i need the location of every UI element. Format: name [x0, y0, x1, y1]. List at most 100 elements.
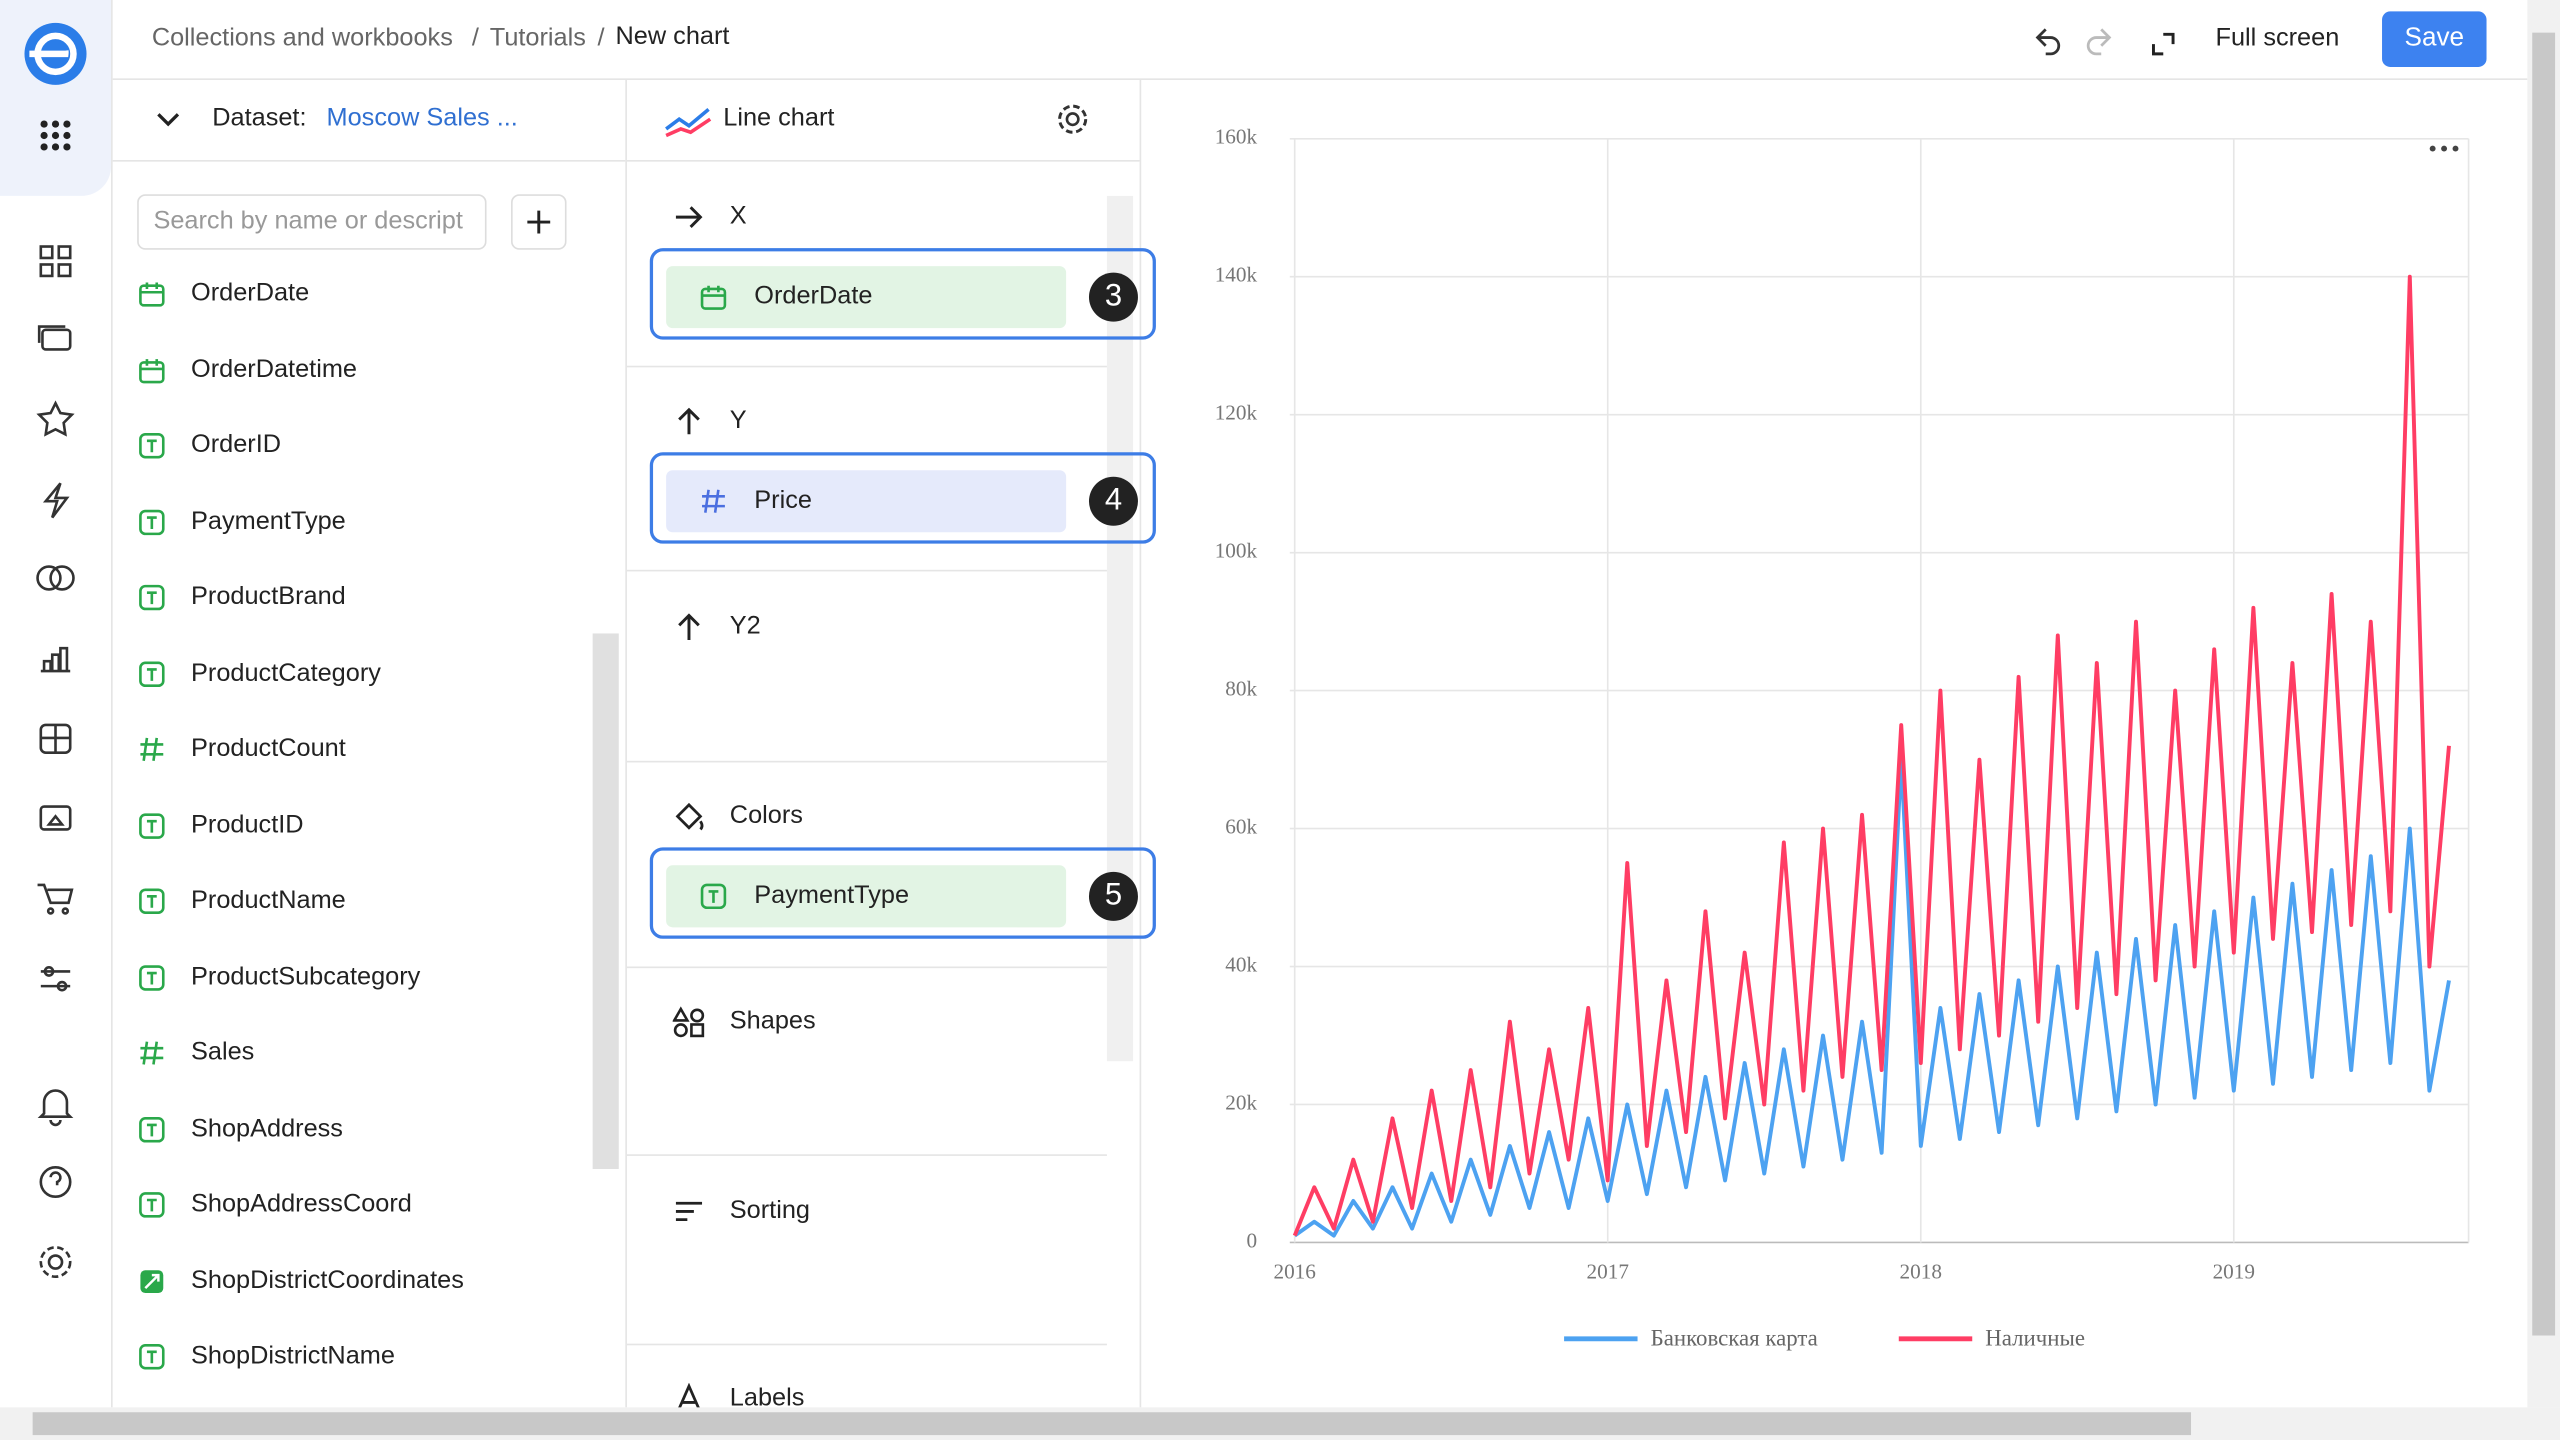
- chip-icon: [700, 285, 727, 310]
- field-chip[interactable]: PaymentType: [666, 865, 1067, 928]
- icon-part: [39, 1166, 72, 1199]
- chart-type[interactable]: Line chart: [723, 104, 835, 133]
- icon-part: [36, 565, 62, 591]
- divider: [626, 569, 1107, 572]
- icon-part: [37, 325, 66, 343]
- field-icon: [139, 1192, 165, 1218]
- section-icon: [676, 1382, 702, 1413]
- icon-part: [675, 206, 703, 228]
- field[interactable]: OrderDate: [191, 279, 310, 307]
- field[interactable]: ShopAddress: [191, 1114, 343, 1143]
- field[interactable]: ProductBrand: [191, 582, 346, 611]
- settings-icon[interactable]: [1055, 101, 1091, 137]
- field-chip[interactable]: OrderDate: [666, 266, 1067, 329]
- field[interactable]: ProductCount: [191, 734, 346, 763]
- field[interactable]: OrderDatetime: [191, 355, 357, 383]
- icon-part: [146, 819, 157, 832]
- collapse-icon[interactable]: [155, 109, 181, 129]
- icon-part: [702, 285, 725, 297]
- icon-part: [47, 1254, 64, 1270]
- icon-part: [700, 287, 727, 310]
- icon-part: [665, 108, 710, 131]
- icon-part: [36, 400, 75, 437]
- menu-dot: [2452, 145, 2459, 152]
- breadcrumb[interactable]: Tutorials: [489, 24, 586, 53]
- icon-part: [41, 328, 72, 351]
- chart: 0 20k 40k 60k 80k 100k 120k 140k 160k 2016 2017 201…: [1215, 125, 2470, 1351]
- y-tick-label: 60k: [1225, 814, 1257, 838]
- y-tick-label: 20k: [1225, 1090, 1257, 1114]
- y-tick-label: 160k: [1215, 125, 1258, 149]
- field-icon: [140, 1269, 164, 1293]
- icon-part: [139, 360, 165, 383]
- field[interactable]: PaymentType: [191, 506, 346, 535]
- divider: [626, 1343, 1107, 1346]
- field[interactable]: ShopAddressCoord: [191, 1190, 412, 1218]
- icon-part: [40, 724, 71, 753]
- header-icons[interactable]: [2023, 20, 2203, 62]
- highlight-frame: [649, 248, 1156, 340]
- line-chart-icon[interactable]: [663, 100, 715, 139]
- scroll-thumb[interactable]: [2532, 32, 2556, 1336]
- icon-part: [39, 805, 72, 831]
- icon-part: [146, 515, 157, 529]
- add-field-button[interactable]: [511, 194, 567, 250]
- breadcrumb[interactable]: Collections and workbooks: [151, 24, 453, 53]
- search-input[interactable]: Search by name or descript: [137, 194, 487, 250]
- highlight-frame: [649, 847, 1156, 939]
- icon-part: [63, 131, 71, 140]
- icon-part: [2151, 32, 2175, 56]
- field-icon: [139, 1343, 165, 1370]
- icon-part: [51, 131, 60, 140]
- divider: [626, 760, 1107, 763]
- icon-part: [40, 646, 71, 673]
- icon-part: [39, 263, 54, 278]
- icon-part: [690, 1008, 705, 1023]
- field[interactable]: Sales: [191, 1038, 255, 1067]
- icon-part: [146, 1350, 157, 1364]
- section-title: Y: [729, 406, 747, 435]
- chip-label: Price: [754, 486, 812, 515]
- icon-part: [1065, 112, 1080, 127]
- field[interactable]: OrderID: [191, 431, 282, 459]
- y-tick-label: 0: [1247, 1228, 1258, 1252]
- y-tick-label: 80k: [1225, 676, 1257, 700]
- data-line: [1292, 274, 2451, 1237]
- icon-part: [40, 120, 48, 128]
- section-title: Shapes: [729, 1007, 816, 1036]
- icon-part: [675, 1201, 703, 1221]
- nav-icons: [24, 22, 87, 1279]
- dataset-name[interactable]: Moscow Sales ...: [326, 104, 518, 133]
- field[interactable]: ProductSubcategory: [191, 962, 421, 991]
- icon-part: [140, 282, 164, 294]
- icon-part: [146, 667, 157, 681]
- field-chip[interactable]: Price: [666, 470, 1067, 533]
- section-title: Y2: [729, 612, 761, 640]
- field[interactable]: ShopDistrictName: [191, 1342, 395, 1370]
- icon-part: [43, 966, 55, 977]
- icon-part: [40, 143, 48, 151]
- save-button[interactable]: Save: [2382, 11, 2487, 67]
- header: Collections and workbooks / Tutorials / …: [112, 0, 2528, 80]
- field[interactable]: ProductName: [191, 886, 346, 915]
- field[interactable]: ProductCategory: [191, 658, 381, 687]
- icon-part: [139, 284, 165, 307]
- section-title: X: [729, 202, 747, 231]
- breadcrumb-current: New chart: [615, 22, 730, 51]
- icon-part: [63, 143, 71, 151]
- icon-part: [146, 970, 157, 984]
- field[interactable]: ProductID: [191, 810, 304, 839]
- field[interactable]: ShopDistrictCoordinates: [191, 1266, 464, 1294]
- icon-part: [708, 890, 719, 903]
- dataset-panel: Dataset: Moscow Sales ... Search by name…: [112, 80, 627, 1408]
- field-icon: [139, 1116, 165, 1142]
- field-icon: [139, 584, 165, 611]
- icon-part: [1058, 104, 1088, 134]
- legend-label: Наличные: [1985, 1326, 2085, 1351]
- dataset-label: Dataset:: [212, 104, 307, 133]
- full-screen-button[interactable]: Full screen: [2215, 24, 2340, 53]
- menu-dot: [2441, 145, 2448, 152]
- scroll-thumb[interactable]: [32, 1412, 2192, 1436]
- icon-part: [139, 584, 165, 611]
